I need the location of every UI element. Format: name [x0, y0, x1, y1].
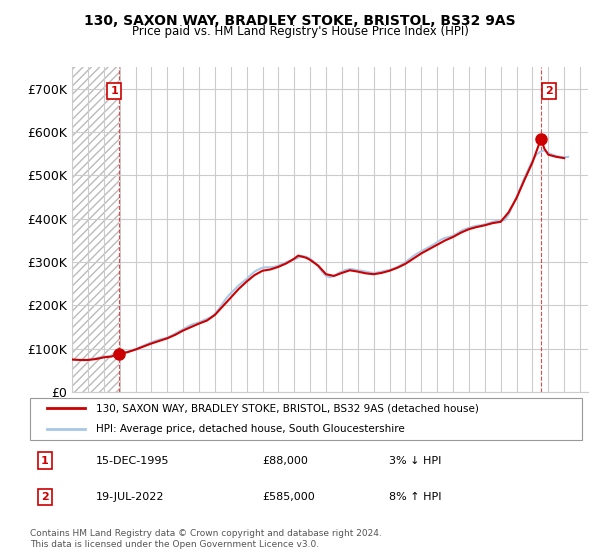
Text: £585,000: £585,000 [262, 492, 314, 502]
Text: Price paid vs. HM Land Registry's House Price Index (HPI): Price paid vs. HM Land Registry's House … [131, 25, 469, 38]
Text: 1: 1 [110, 86, 118, 96]
Text: 15-DEC-1995: 15-DEC-1995 [96, 456, 170, 465]
Text: 130, SAXON WAY, BRADLEY STOKE, BRISTOL, BS32 9AS: 130, SAXON WAY, BRADLEY STOKE, BRISTOL, … [84, 14, 516, 28]
Text: 2: 2 [41, 492, 49, 502]
Text: 2: 2 [545, 86, 553, 96]
Text: 8% ↑ HPI: 8% ↑ HPI [389, 492, 442, 502]
Text: 1: 1 [41, 456, 49, 465]
Text: 130, SAXON WAY, BRADLEY STOKE, BRISTOL, BS32 9AS (detached house): 130, SAXON WAY, BRADLEY STOKE, BRISTOL, … [96, 403, 479, 413]
Text: £88,000: £88,000 [262, 456, 308, 465]
Text: 19-JUL-2022: 19-JUL-2022 [96, 492, 165, 502]
Text: HPI: Average price, detached house, South Gloucestershire: HPI: Average price, detached house, Sout… [96, 424, 405, 434]
FancyBboxPatch shape [30, 398, 582, 440]
Bar [72, 67, 119, 392]
Text: 3% ↓ HPI: 3% ↓ HPI [389, 456, 441, 465]
Text: Contains HM Land Registry data © Crown copyright and database right 2024.
This d: Contains HM Land Registry data © Crown c… [30, 529, 382, 549]
